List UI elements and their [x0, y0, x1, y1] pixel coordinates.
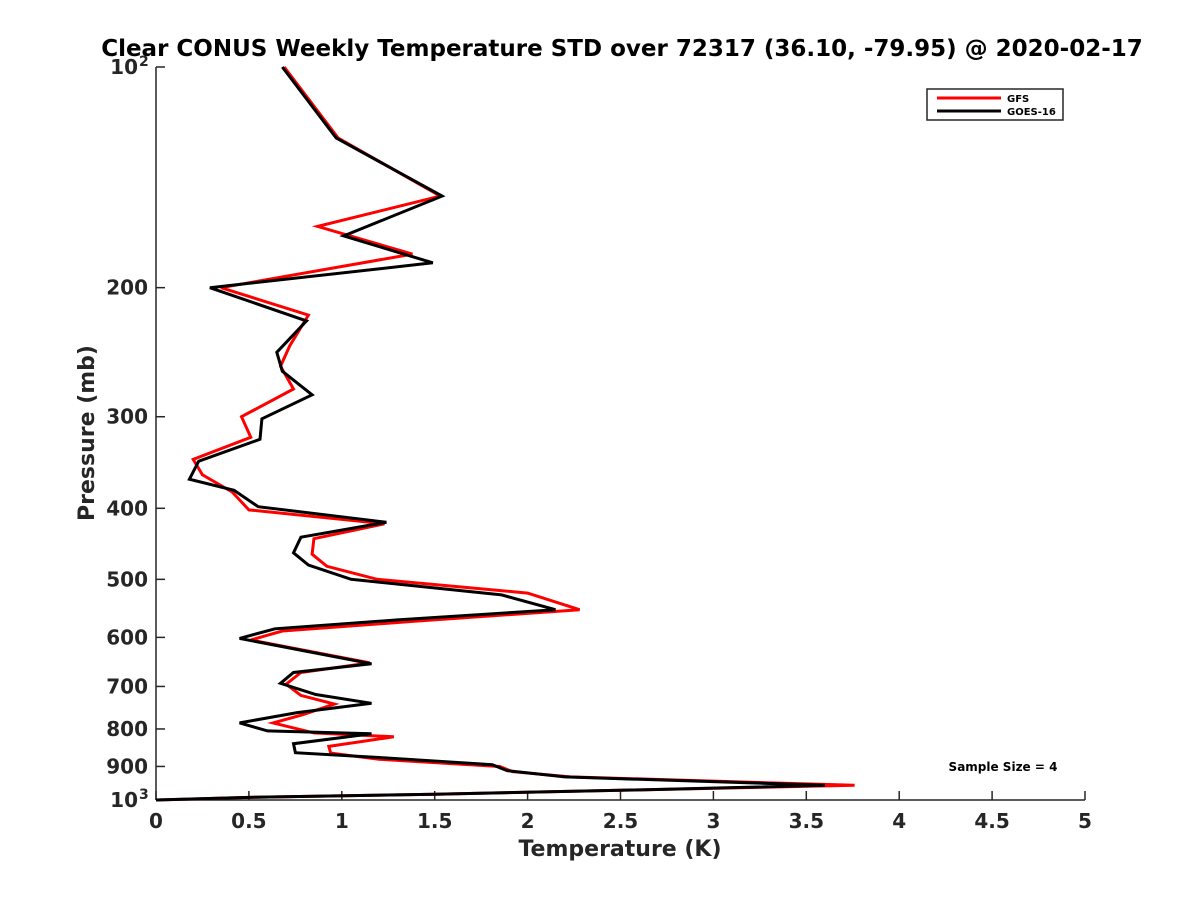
x-tick-label: 4.5 — [974, 809, 1009, 833]
y-tick-label: 10 — [110, 55, 138, 79]
x-tick-label: 1.5 — [417, 809, 452, 833]
y-tick-label: 400 — [106, 496, 148, 520]
x-tick-label: 0.5 — [231, 809, 266, 833]
series-line-gfs — [155, 66, 855, 802]
y-tick-label: 700 — [106, 674, 148, 698]
x-tick-label: 3 — [706, 809, 720, 833]
x-tick-label: 2.5 — [603, 809, 638, 833]
y-tick-exponent: 2 — [139, 54, 149, 70]
x-tick-label: 0 — [149, 809, 163, 833]
x-tick-label: 4 — [892, 809, 906, 833]
y-tick-label: 600 — [106, 625, 148, 649]
y-axis-label: Pressure (mb) — [75, 345, 100, 521]
series-line-goes-16 — [155, 66, 825, 802]
y-tick-label: 500 — [106, 567, 148, 591]
y-tick-label: 300 — [106, 405, 148, 429]
x-tick-label: 3.5 — [789, 809, 824, 833]
x-tick-label: 2 — [521, 809, 535, 833]
x-tick-label: 1 — [335, 809, 349, 833]
legend-box — [926, 88, 1064, 121]
legend: GFS GOES-16 — [926, 88, 1064, 121]
y-tick-exponent: 3 — [139, 787, 149, 803]
chart-title: Clear CONUS Weekly Temperature STD over … — [101, 36, 1143, 62]
y-tick-label: 800 — [106, 717, 148, 741]
legend-label: GOES-16 — [1007, 107, 1056, 118]
sample-size-annotation: Sample Size = 4 — [949, 760, 1058, 774]
y-tick-label: 900 — [106, 754, 148, 778]
x-axis-label: Temperature (K) — [518, 837, 721, 862]
y-tick-label: 10 — [110, 788, 138, 812]
legend-label: GFS — [1007, 94, 1029, 105]
y-tick-label: 200 — [106, 276, 148, 300]
x-tick-label: 5 — [1078, 809, 1092, 833]
plot-area: 0 0.5 1 1.5 2 2.5 3 3.5 4 4.5 510 22003004005006007… — [106, 54, 1092, 833]
